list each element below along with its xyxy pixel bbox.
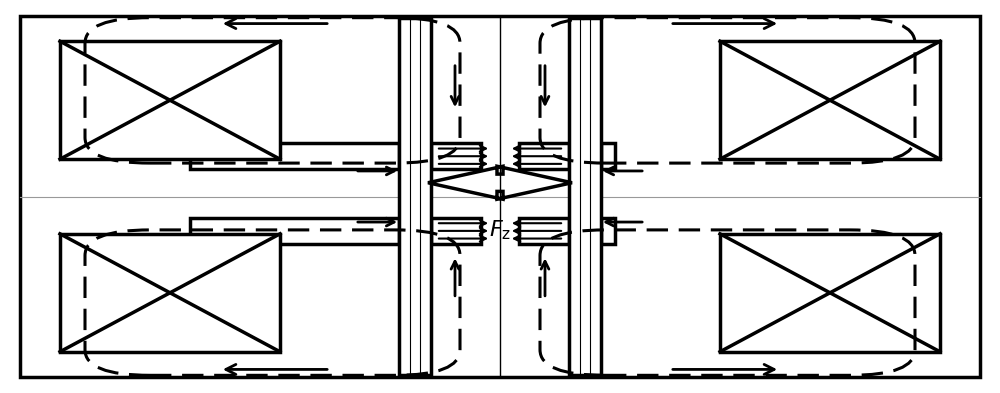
Bar [399,18,431,375]
Bar [601,143,615,169]
Bar [431,218,481,244]
Bar [60,234,280,352]
Text: $\mathit{F}_{\mathrm{z}}$: $\mathit{F}_{\mathrm{z}}$ [489,218,511,242]
Bar [60,41,280,159]
Bar [720,234,940,352]
Bar [569,18,601,375]
Bar [190,143,399,169]
Bar [720,41,940,159]
Bar [519,143,569,169]
Bar [601,218,615,244]
Bar [519,218,569,244]
Bar [431,143,481,169]
Bar [190,218,399,244]
